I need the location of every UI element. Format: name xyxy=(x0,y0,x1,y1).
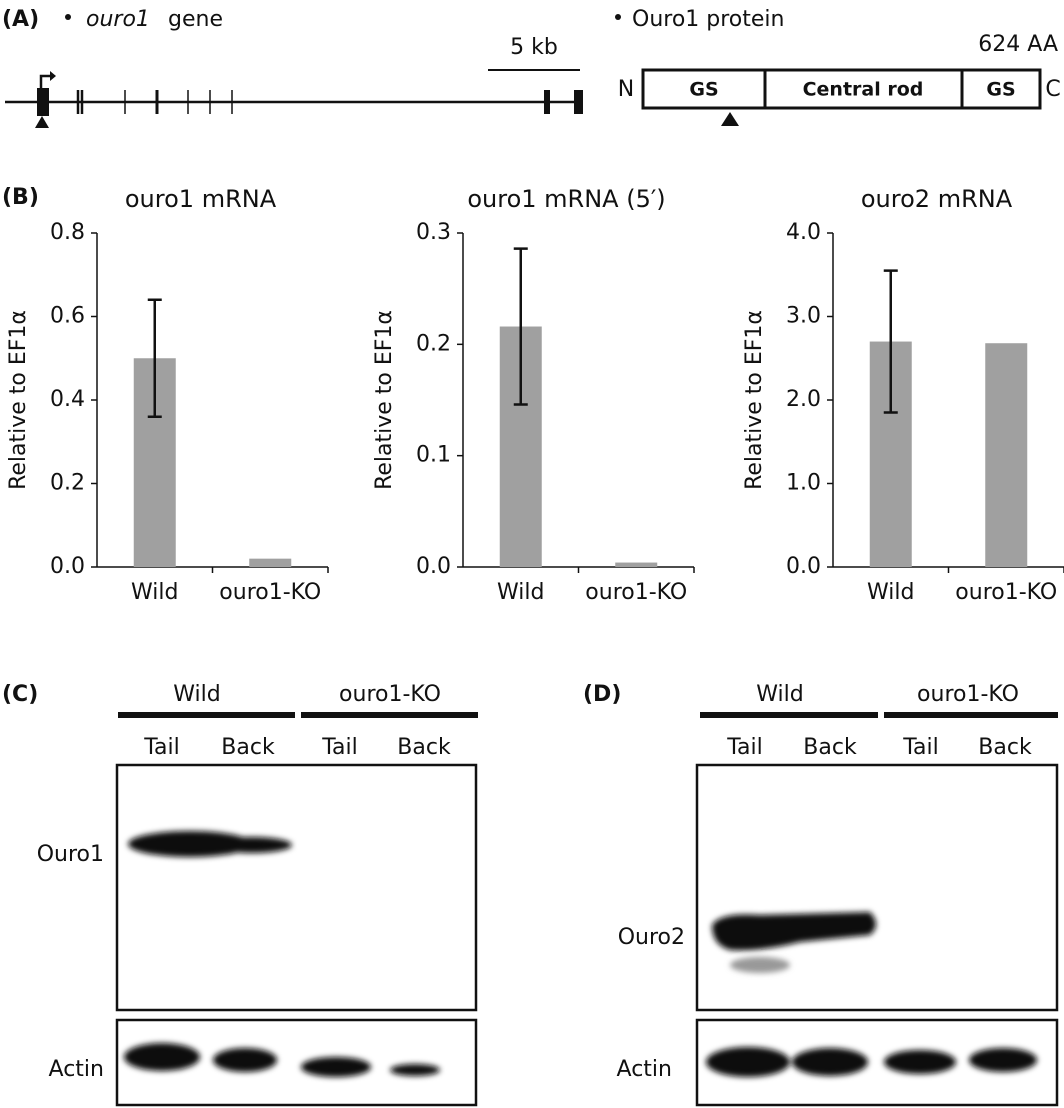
lane-label: Tail xyxy=(902,735,939,760)
group-label: ouro1-KO xyxy=(917,682,1019,707)
x-tick-label: ouro1-KO xyxy=(219,580,321,605)
lane-label: Back xyxy=(221,735,275,760)
y-tick-label: 0.0 xyxy=(416,554,451,579)
c-terminus: C xyxy=(1045,77,1060,102)
bar xyxy=(985,343,1028,567)
bar xyxy=(615,562,658,567)
group-label: Wild xyxy=(756,682,803,707)
y-tick-label: 0.3 xyxy=(416,220,451,245)
chart-title: ouro1 mRNA (5′) xyxy=(467,185,665,213)
x-tick-label: ouro1-KO xyxy=(585,580,687,605)
y-tick-label: 4.0 xyxy=(786,220,821,245)
lane-label: Back xyxy=(803,735,857,760)
y-tick-label: 0.2 xyxy=(50,471,85,496)
y-tick-label: 3.0 xyxy=(786,304,821,329)
protein-length: 624 AA xyxy=(978,32,1058,57)
panel-label: (B) xyxy=(2,185,39,210)
y-tick-label: 0.8 xyxy=(50,220,85,245)
lane-label: Back xyxy=(978,735,1032,760)
chart-title: ouro1 mRNA xyxy=(125,185,277,213)
x-tick-label: Wild xyxy=(131,580,178,605)
blot-label: Ouro2 xyxy=(618,925,685,950)
bullet xyxy=(65,14,71,20)
error-bar xyxy=(147,298,162,418)
n-terminus: N xyxy=(618,77,634,102)
y-tick-label: 2.0 xyxy=(786,387,821,412)
x-tick-label: ouro1-KO xyxy=(955,580,1057,605)
y-tick-label: 0.6 xyxy=(50,304,85,329)
y-tick-label: 0.0 xyxy=(786,554,821,579)
lane-label: Tail xyxy=(726,735,763,760)
error-bar xyxy=(513,247,528,406)
y-axis-label: Relative to EF1α xyxy=(6,310,31,490)
panel-label: (D) xyxy=(583,682,621,707)
chart-title: ouro2 mRNA xyxy=(861,185,1013,213)
charts: ouro1 mRNA Relative to EF1α 0.0 0.2 0.4 0.6 0.… xyxy=(6,185,1064,605)
domain-label: GS xyxy=(689,79,718,101)
error-bar xyxy=(883,269,898,414)
y-tick-label: 0.4 xyxy=(50,387,85,412)
y-tick-label: 0.0 xyxy=(50,554,85,579)
gene-name: ouro1 xyxy=(86,7,150,32)
y-tick-label: 1.0 xyxy=(786,471,821,496)
panel-label: (C) xyxy=(2,682,38,707)
y-axis-label: Relative to EF1α xyxy=(742,310,767,490)
protein-title: Ouro1 protein xyxy=(632,7,784,32)
group-label: ouro1-KO xyxy=(339,682,441,707)
blot-d xyxy=(695,712,1059,1107)
lane-label: Tail xyxy=(143,735,180,760)
bullet xyxy=(615,14,621,20)
domain-label: GS xyxy=(986,79,1015,101)
y-axis-label: Relative to EF1α xyxy=(372,310,397,490)
x-tick-label: Wild xyxy=(867,580,914,605)
scale-label: 5 kb xyxy=(510,35,558,60)
x-tick-label: Wild xyxy=(497,580,544,605)
gene-diagram xyxy=(5,69,583,128)
y-tick-label: 0.1 xyxy=(416,443,451,468)
lane-label: Tail xyxy=(321,735,358,760)
bar xyxy=(249,558,292,567)
y-tick-label: 0.2 xyxy=(416,331,451,356)
blot-label: Actin xyxy=(617,1057,672,1082)
group-label: Wild xyxy=(173,682,220,707)
panel-label: (A) xyxy=(2,7,39,32)
gene-word: gene xyxy=(168,7,223,32)
blot-label: Actin xyxy=(49,1057,104,1082)
protein-diagram xyxy=(641,68,1042,126)
blot-c xyxy=(115,712,478,1107)
blot-label: Ouro1 xyxy=(37,842,104,867)
domain-label: Central rod xyxy=(803,79,924,101)
lane-label: Back xyxy=(397,735,451,760)
